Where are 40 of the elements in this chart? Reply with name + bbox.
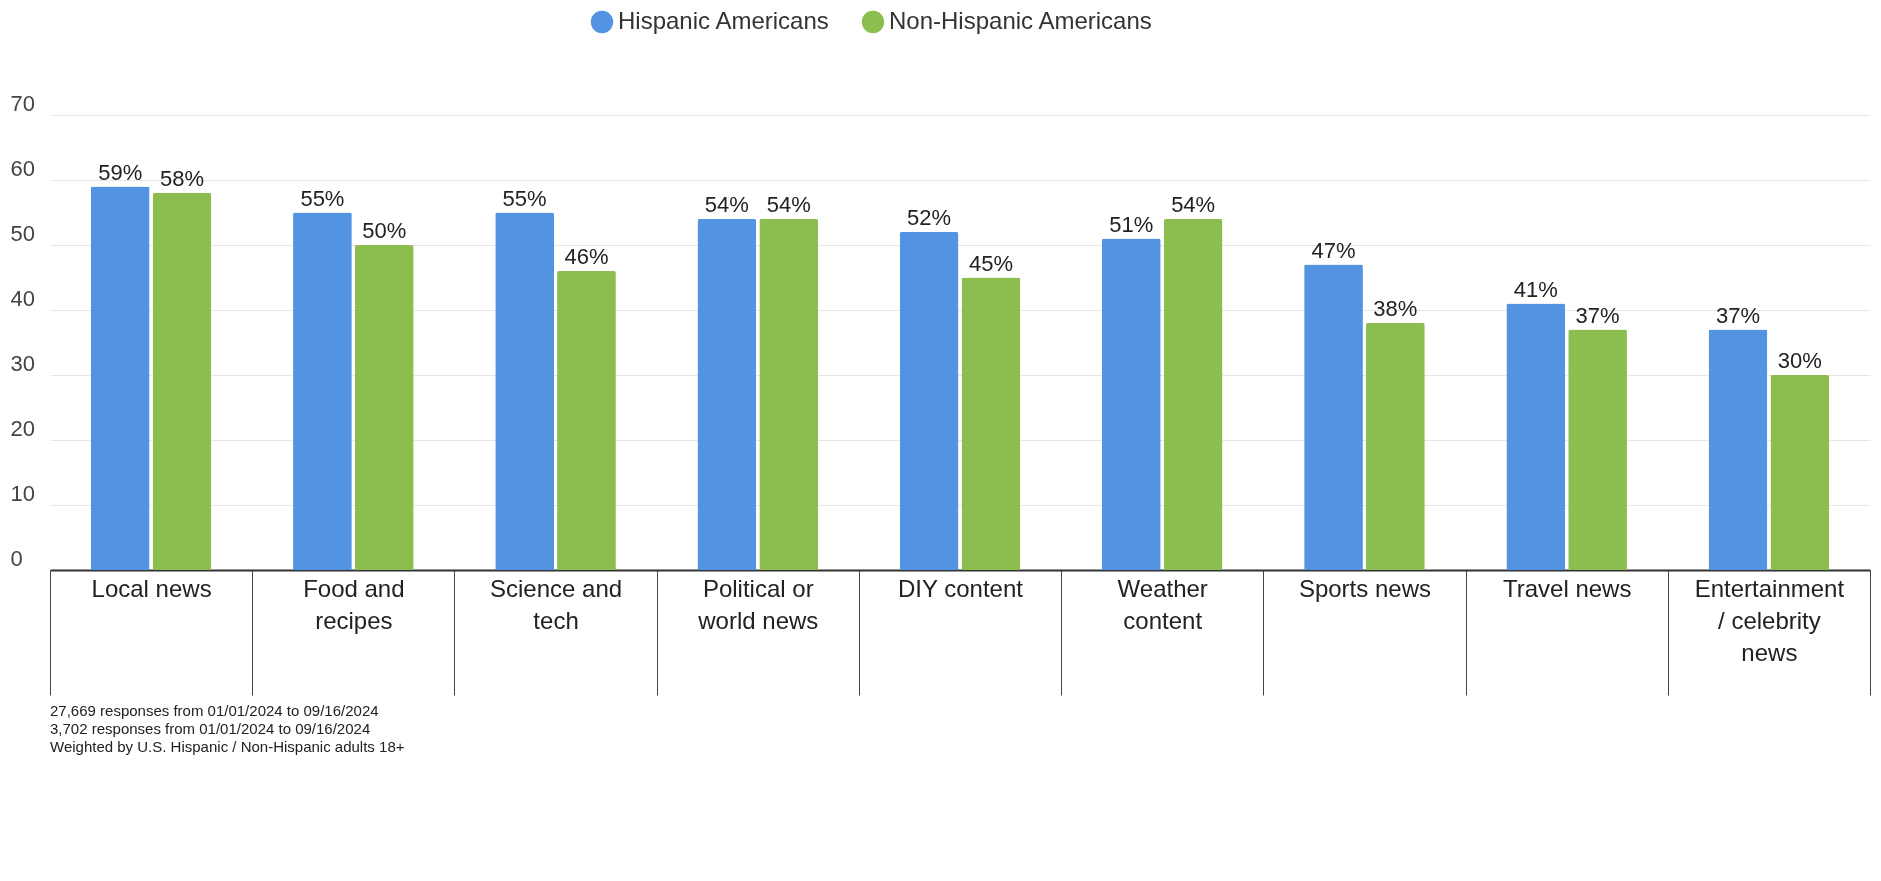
- y-tick-label: 50: [10, 220, 35, 246]
- legend-label: Non-Hispanic Americans: [889, 7, 1152, 34]
- x-tick-label: Local news: [91, 574, 212, 602]
- text: Weighted by U.S. Hispanic / Non-Hispanic adults 18+: [50, 738, 406, 756]
- data-label: 37%: [1575, 302, 1620, 328]
- data-label: 59%: [98, 159, 143, 185]
- x-tick-label: Travel news: [1502, 574, 1632, 602]
- y-tick-label: 40: [10, 285, 35, 311]
- data-label: 37%: [1715, 302, 1760, 328]
- data-label: 58%: [160, 166, 205, 191]
- x-tick-label: Political or world news: [697, 574, 819, 634]
- x-tick-label: Food and recipes: [303, 574, 405, 634]
- legend-label: Hispanic Americans: [618, 7, 829, 34]
- y-tick-label: 30: [10, 350, 35, 376]
- data-label: 30%: [1777, 348, 1822, 373]
- data-label: 38%: [1373, 296, 1418, 321]
- x-tick-label: Weather content: [1117, 574, 1208, 634]
- data-label: 45%: [968, 250, 1013, 276]
- y-tick-label: 0: [10, 545, 23, 571]
- data-label: 55%: [502, 185, 547, 211]
- data-label: 54%: [704, 192, 749, 217]
- data-label: 54%: [766, 192, 811, 217]
- y-tick-label: 10: [10, 480, 35, 506]
- x-tick-label: DIY content: [898, 574, 1024, 602]
- y-tick-label: 20: [10, 415, 35, 441]
- x-tick-label: Entertainment / celebrity news: [1694, 574, 1845, 666]
- x-tick-label: Science and tech: [490, 574, 623, 634]
- data-label: 51%: [1109, 211, 1154, 237]
- data-label: 55%: [300, 185, 345, 211]
- data-label: 46%: [564, 244, 609, 269]
- x-tick-label: Sports news: [1298, 574, 1431, 602]
- y-tick-label: 70: [10, 90, 35, 116]
- data-label: 47%: [1311, 237, 1356, 263]
- text: 27,669 responses from 01/01/2024 to 09/16/2024: [50, 702, 380, 720]
- text: 3,702 responses from 01/01/2024 to 09/16/2024: [50, 720, 372, 738]
- data-label: 52%: [907, 205, 952, 230]
- data-label: 41%: [1513, 276, 1558, 302]
- data-label: 54%: [1171, 192, 1216, 217]
- data-label: 50%: [362, 218, 407, 243]
- y-tick-label: 60: [10, 155, 35, 181]
